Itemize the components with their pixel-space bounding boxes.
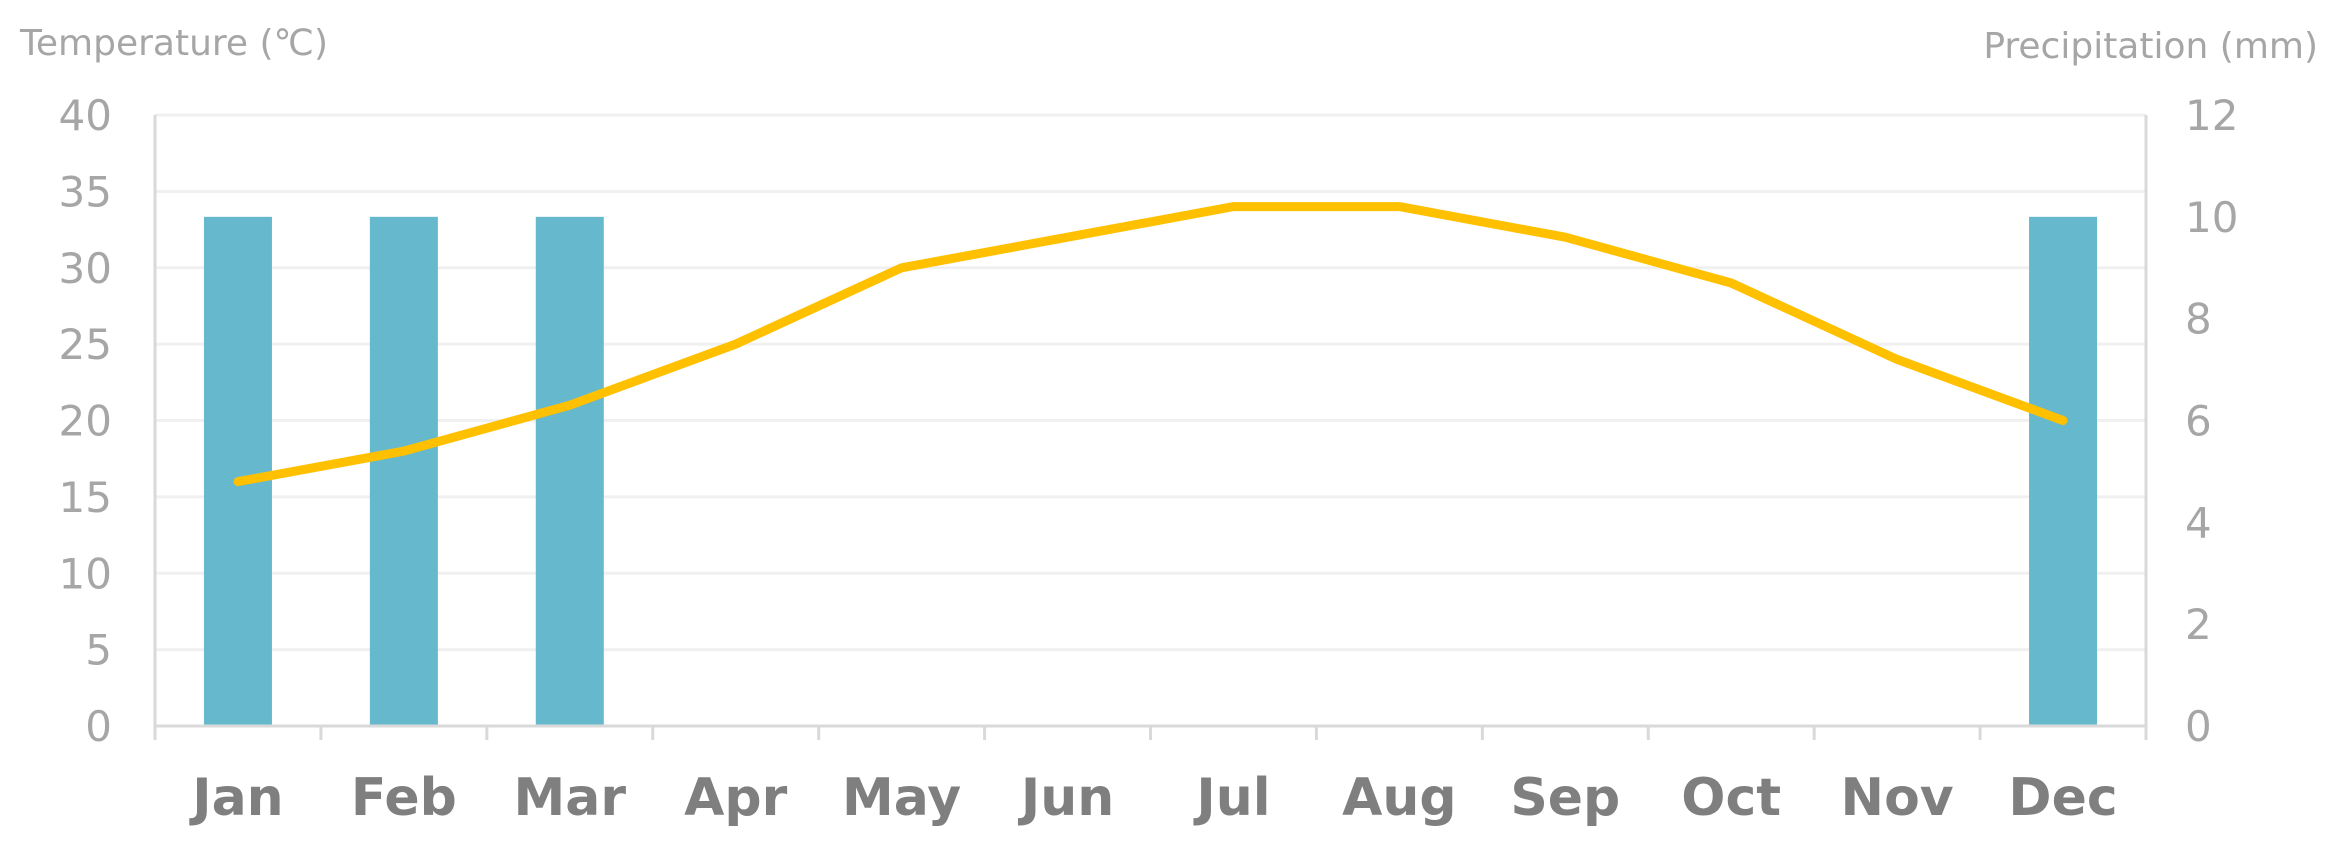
x-tick-label: Jul (1193, 768, 1270, 828)
precipitation-bar (535, 216, 604, 727)
gridlines (155, 113, 2146, 652)
x-tick-label: Apr (684, 768, 787, 828)
precipitation-bar (2029, 216, 2098, 727)
left-tick-label: 10 (59, 549, 112, 598)
temperature-line-group (233, 202, 2068, 487)
right-tick-label: 2 (2185, 600, 2212, 649)
x-tick-label: May (842, 768, 961, 828)
right-axis-title: Precipitation (mm) (1983, 26, 2318, 67)
x-tick-label: Aug (1342, 768, 1457, 828)
right-tick-label: 8 (2185, 295, 2212, 344)
right-tick-label: 10 (2185, 193, 2238, 242)
axes (153, 115, 2148, 740)
x-tick-label: Oct (1681, 768, 1781, 828)
left-axis-title: Temperature (℃) (19, 23, 328, 64)
temperature-line (233, 202, 2068, 487)
precipitation-bar (369, 216, 438, 727)
x-tick-label: Jun (1018, 768, 1114, 828)
left-tick-label: 35 (59, 167, 112, 216)
right-tick-label: 0 (2185, 702, 2212, 751)
precipitation-bars (203, 216, 2098, 727)
left-tick-label: 0 (85, 702, 112, 751)
left-tick-label: 20 (59, 397, 112, 446)
left-tick-label: 25 (59, 320, 112, 369)
left-tick-label: 40 (59, 91, 112, 140)
right-tick-label: 12 (2185, 91, 2238, 140)
precipitation-bar (203, 216, 272, 727)
x-tick-label: Feb (351, 768, 457, 828)
left-tick-label: 5 (85, 626, 112, 675)
x-tick-label: Sep (1510, 768, 1620, 828)
x-tick-label: Dec (2008, 768, 2117, 828)
x-tick-label: Nov (1841, 768, 1954, 828)
right-tick-label: 4 (2185, 498, 2212, 547)
right-tick-label: 6 (2185, 397, 2212, 446)
left-tick-label: 30 (59, 244, 112, 293)
x-tick-label: Mar (514, 768, 627, 828)
axis-labels: 0 5 10 15 20 25 30 35 40 0 2 4 6 8 10 12 Jan Feb Mar Apr May… (59, 91, 2239, 828)
x-tick-label: Jan (189, 768, 283, 828)
left-tick-label: 15 (59, 473, 112, 522)
